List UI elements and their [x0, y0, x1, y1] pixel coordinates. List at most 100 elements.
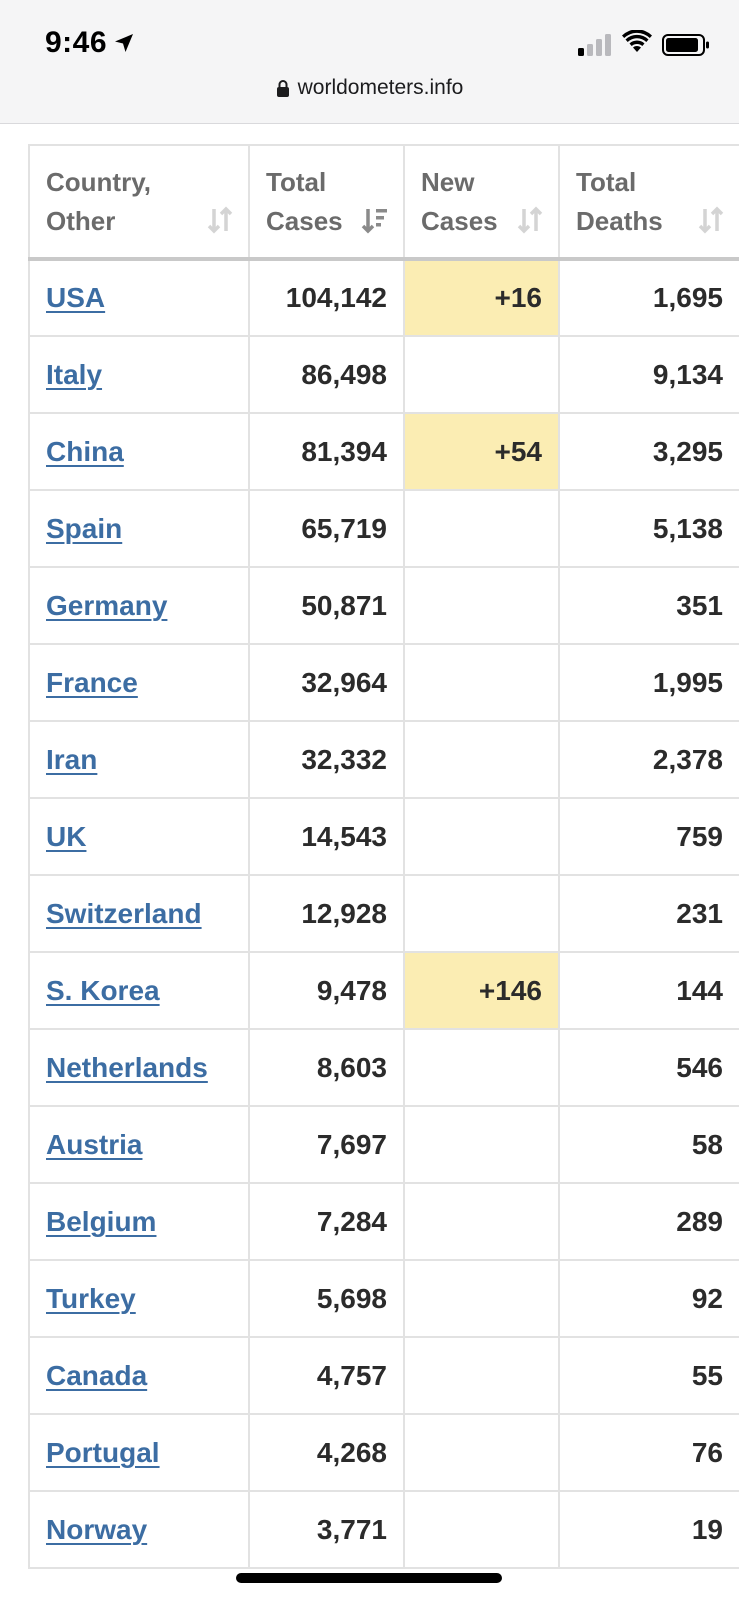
total-cases-cell: 32,964 — [248, 643, 405, 722]
country-link[interactable]: Switzerland — [46, 897, 202, 929]
country-link[interactable]: S. Korea — [46, 974, 160, 1006]
table-row: Spain 65,719 5,138 — [28, 489, 739, 568]
table-row: UK 14,543 759 — [28, 797, 739, 876]
total-cases-cell: 50,871 — [248, 566, 405, 645]
column-header-country[interactable]: Country, Other — [28, 144, 250, 261]
total-cases-cell: 65,719 — [248, 489, 405, 568]
total-deaths-cell: 9,134 — [558, 335, 739, 414]
table-row: Austria 7,697 58 — [28, 1105, 739, 1184]
country-link[interactable]: Italy — [46, 358, 103, 390]
total-deaths-cell: 1,995 — [558, 643, 739, 722]
country-link[interactable]: Netherlands — [46, 1051, 208, 1083]
total-deaths-cell: 1,695 — [558, 258, 739, 337]
coronavirus-cases-table: Country, Other Total Cases — [28, 144, 739, 1569]
table-row: Turkey 5,698 92 — [28, 1259, 739, 1338]
total-deaths-cell: 351 — [558, 566, 739, 645]
total-deaths-cell: 55 — [558, 1336, 739, 1415]
sort-descending-icon — [361, 209, 387, 234]
country-cell: S. Korea — [28, 951, 250, 1030]
country-cell: UK — [28, 797, 250, 876]
total-deaths-cell: 144 — [558, 951, 739, 1030]
battery-icon — [662, 34, 709, 56]
home-indicator[interactable] — [236, 1573, 502, 1583]
country-cell: Austria — [28, 1105, 250, 1184]
table-row: Iran 32,332 2,378 — [28, 720, 739, 799]
country-link[interactable]: Spain — [46, 512, 123, 544]
total-cases-cell: 104,142 — [248, 258, 405, 337]
location-arrow-icon — [115, 34, 134, 52]
new-cases-cell — [403, 1259, 560, 1338]
country-link[interactable]: Norway — [46, 1513, 148, 1545]
table-body: USA 104,142 +16 1,695 Italy 86,498 9,134 China 8… — [28, 258, 739, 1569]
total-deaths-cell: 231 — [558, 874, 739, 953]
total-deaths-cell: 3,295 — [558, 412, 739, 491]
total-deaths-cell: 2,378 — [558, 720, 739, 799]
country-cell: Belgium — [28, 1182, 250, 1261]
total-deaths-cell: 58 — [558, 1105, 739, 1184]
country-cell: China — [28, 412, 250, 491]
total-cases-cell: 5,698 — [248, 1259, 405, 1338]
total-cases-cell: 32,332 — [248, 720, 405, 799]
country-cell: Canada — [28, 1336, 250, 1415]
country-link[interactable]: Belgium — [46, 1205, 157, 1237]
total-cases-cell: 9,478 — [248, 951, 405, 1030]
country-link[interactable]: Turkey — [46, 1282, 136, 1314]
table-row: Canada 4,757 55 — [28, 1336, 739, 1415]
status-bar: 9:46 worldometers.info — [0, 0, 739, 124]
table-row: Portugal 4,268 76 — [28, 1413, 739, 1492]
country-link[interactable]: UK — [46, 820, 87, 852]
country-cell: Norway — [28, 1490, 250, 1569]
country-cell: Portugal — [28, 1413, 250, 1492]
column-header-total-deaths[interactable]: Total Deaths — [558, 144, 739, 261]
table-header-row: Country, Other Total Cases — [28, 144, 739, 261]
cellular-signal-icon — [578, 32, 611, 56]
country-cell: Spain — [28, 489, 250, 568]
total-cases-cell: 7,284 — [248, 1182, 405, 1261]
country-cell: USA — [28, 258, 250, 337]
new-cases-cell: +146 — [403, 951, 560, 1030]
country-link[interactable]: Germany — [46, 589, 168, 621]
total-deaths-cell: 76 — [558, 1413, 739, 1492]
country-cell: Italy — [28, 335, 250, 414]
total-deaths-cell: 92 — [558, 1259, 739, 1338]
country-link[interactable]: Portugal — [46, 1436, 160, 1468]
country-link[interactable]: USA — [46, 282, 106, 313]
new-cases-cell — [403, 720, 560, 799]
country-cell: Germany — [28, 566, 250, 645]
country-cell: Switzerland — [28, 874, 250, 953]
total-cases-cell: 12,928 — [248, 874, 405, 953]
clock: 9:46 — [45, 26, 135, 60]
sort-icon — [207, 206, 233, 234]
new-cases-cell — [403, 1336, 560, 1415]
total-cases-cell: 8,603 — [248, 1028, 405, 1107]
table-row: Switzerland 12,928 231 — [28, 874, 739, 953]
table-row: USA 104,142 +16 1,695 — [28, 258, 739, 337]
new-cases-cell — [403, 1105, 560, 1184]
total-cases-cell: 86,498 — [248, 335, 405, 414]
column-header-new-cases[interactable]: New Cases — [403, 144, 560, 261]
new-cases-cell — [403, 1028, 560, 1107]
new-cases-cell — [403, 874, 560, 953]
country-cell: Iran — [28, 720, 250, 799]
total-deaths-cell: 5,138 — [558, 489, 739, 568]
sort-icon — [517, 206, 543, 234]
country-link[interactable]: China — [46, 435, 124, 467]
country-link[interactable]: Austria — [46, 1128, 143, 1160]
country-link[interactable]: France — [46, 666, 138, 698]
new-cases-cell: +16 — [403, 258, 560, 337]
new-cases-cell — [403, 1413, 560, 1492]
address-bar[interactable]: worldometers.info — [0, 76, 739, 100]
lock-icon — [276, 80, 289, 97]
total-deaths-cell: 546 — [558, 1028, 739, 1107]
column-header-total-cases[interactable]: Total Cases — [248, 144, 405, 261]
country-cell: Turkey — [28, 1259, 250, 1338]
country-link[interactable]: Iran — [46, 743, 98, 775]
table-row: Italy 86,498 9,134 — [28, 335, 739, 414]
table-row: China 81,394 +54 3,295 — [28, 412, 739, 491]
total-cases-cell: 81,394 — [248, 412, 405, 491]
country-link[interactable]: Canada — [46, 1359, 148, 1391]
country-cell: Netherlands — [28, 1028, 250, 1107]
new-cases-cell — [403, 566, 560, 645]
total-cases-cell: 14,543 — [248, 797, 405, 876]
sort-icon — [698, 206, 724, 234]
